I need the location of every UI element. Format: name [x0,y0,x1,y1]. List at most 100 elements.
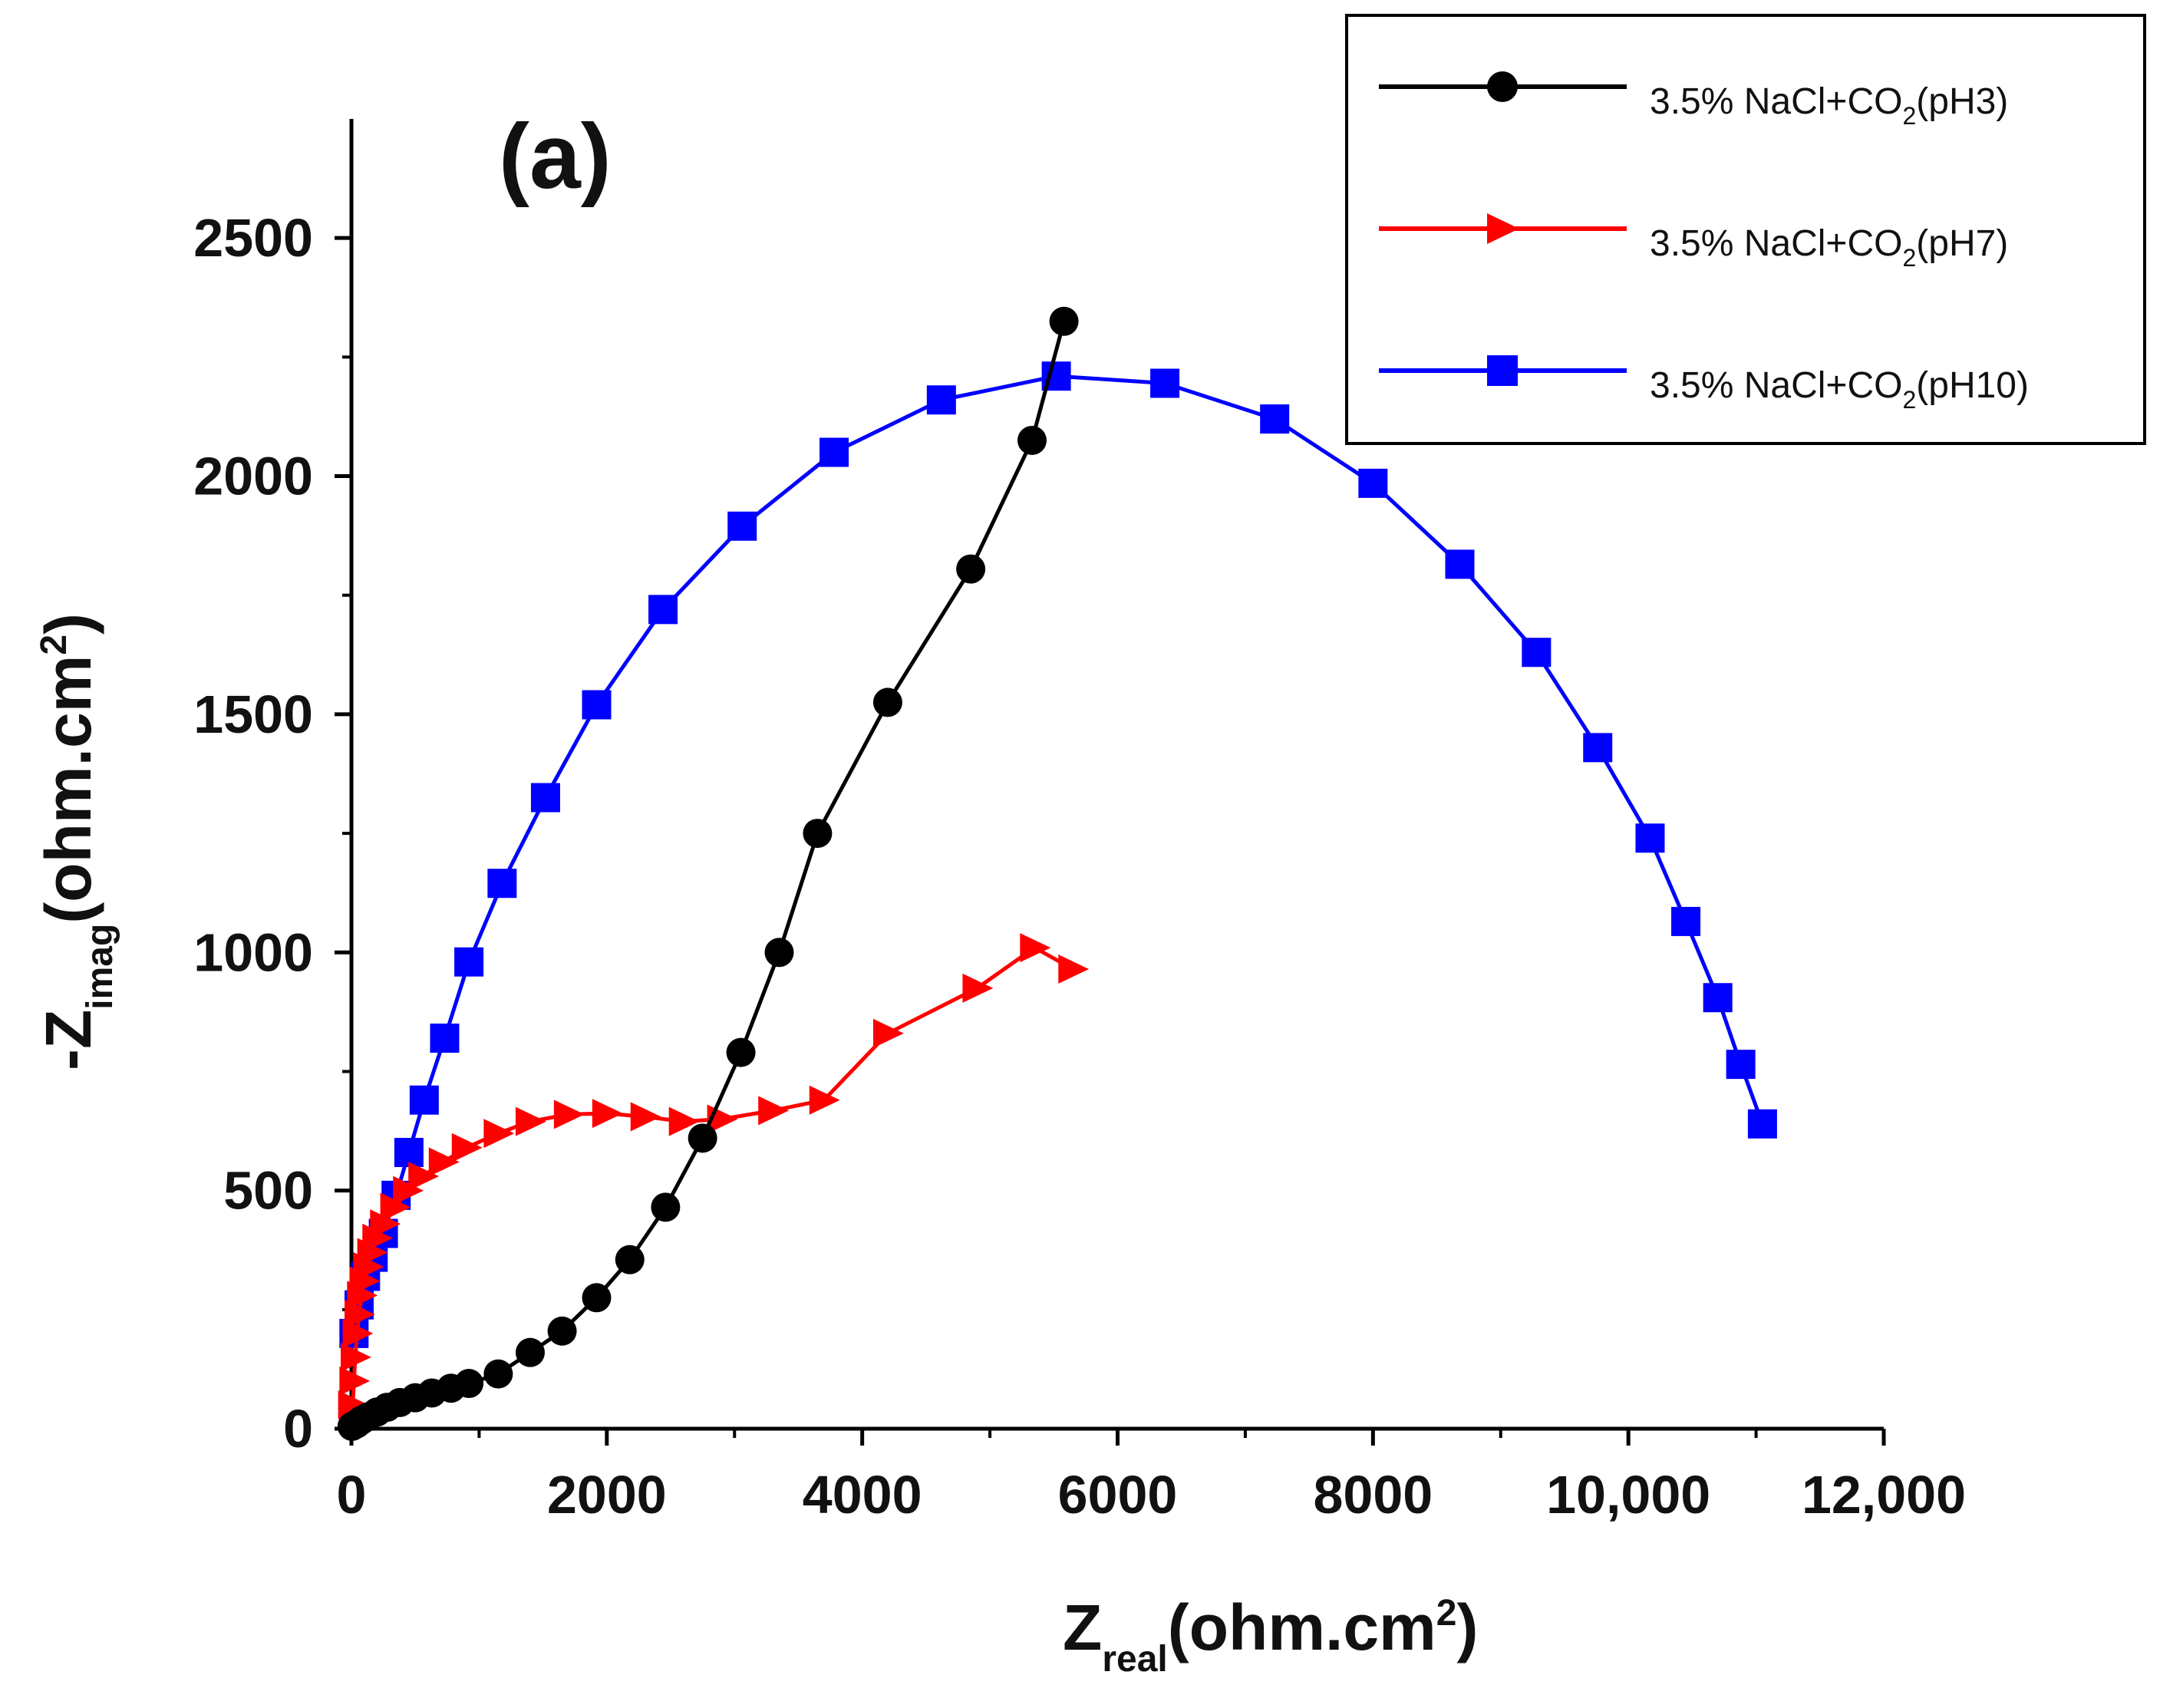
series-square [339,361,1777,1348]
y-axis-title-sub: imag [80,924,120,1010]
data-point [408,1162,440,1192]
y-tick-label: 1000 [193,922,313,982]
y-axis-title: -Zimag(ohm.cm2) [32,613,120,1070]
data-point [1260,404,1290,434]
x-axis-title: Zreal(ohm.cm2) [1063,1591,1478,1680]
x-tick-label: 4000 [803,1465,922,1525]
data-point [1020,933,1051,963]
data-point [1703,983,1733,1013]
y-axis-title-sup: 2 [34,635,74,655]
series-line [351,374,1765,1334]
y-tick-label: 0 [283,1399,313,1459]
data-point [451,1133,483,1162]
legend-marker [1487,355,1518,386]
legend-item: 3.5% NaCl+CO2(pH7) [1379,213,2008,272]
ticks: 0 2000 4000 6000 8000 10,000 12,000 0 500 1000 150… [193,208,1966,1525]
x-axis-title-main: Z [1063,1591,1102,1663]
data-point [651,1192,681,1222]
data-point [1583,733,1613,763]
legend-label: 3.5% NaCl+CO2(pH3) [1650,81,2008,130]
legend-label: 3.5% NaCl+CO2(pH10) [1650,365,2029,414]
x-axis-title-sup: 2 [1436,1593,1457,1634]
data-point [582,690,612,720]
series-line [351,945,1074,1406]
data-point [630,1102,661,1132]
x-tick-label: 10,000 [1546,1465,1710,1525]
data-point [1522,638,1552,668]
data-point [1358,468,1388,498]
legend-label: 3.5% NaCl+CO2(pH7) [1650,223,2008,272]
data-point [1671,906,1701,936]
x-axis-title-unit: (ohm.cm [1168,1591,1436,1663]
data-point [592,1099,623,1129]
data-point [648,595,678,625]
data-point [380,1192,411,1222]
data-point [338,1390,369,1419]
x-axis-title-sub: real [1102,1639,1167,1680]
data-point [582,1283,612,1313]
x-tick-label: 2000 [547,1465,667,1525]
data-point [340,1342,371,1372]
x-tick-label: 6000 [1058,1465,1178,1525]
data-point [483,1119,515,1149]
data-point [1635,823,1665,853]
data-point [487,869,517,899]
data-point [1445,549,1475,579]
series-triangle-right [338,933,1090,1419]
data-point [809,1085,840,1115]
y-tick-label: 500 [223,1161,313,1221]
data-point [819,437,849,467]
data-point [1017,425,1047,455]
data-point [956,554,986,584]
data-point [454,1369,484,1399]
data-point [553,1100,585,1129]
data-point [668,1106,700,1136]
data-point [872,1018,904,1048]
data-point [1150,368,1180,398]
panel-label: (a) [499,105,612,208]
data-point [362,1223,394,1253]
data-point [764,938,794,968]
y-tick-label: 1500 [193,684,313,744]
data-point [872,687,902,717]
legend-marker [1487,213,1519,244]
series-circle [337,306,1079,1441]
data-point [339,1366,371,1396]
y-tick-label: 2000 [193,447,313,506]
data-point [454,947,484,977]
data-point [1058,954,1090,984]
x-axis-title-close: ) [1456,1591,1478,1663]
data-point [515,1337,545,1367]
data-point [409,1085,439,1115]
x-tick-label: 12,000 [1802,1465,1966,1525]
data-point [926,385,956,415]
series-line [351,321,1067,1429]
data-point [430,1024,460,1053]
data-point [688,1123,717,1153]
data-point [1049,306,1079,336]
data-point [530,783,560,813]
data-point [758,1096,790,1126]
data-point [803,819,833,849]
x-tick-label: 0 [337,1465,367,1525]
data-point [547,1316,577,1346]
data-point [727,511,757,541]
x-tick-label: 8000 [1313,1465,1433,1525]
series-layer [337,306,1777,1441]
data-point [1726,1050,1756,1080]
data-point [370,1209,401,1239]
data-point [726,1037,756,1067]
data-point [962,973,994,1003]
legend-marker [1487,71,1518,102]
data-point [393,1175,424,1205]
data-point [1747,1109,1777,1139]
legend-item: 3.5% NaCl+CO2(pH10) [1379,355,2029,414]
y-axis-title-main: -Z [32,1010,104,1070]
y-tick-label: 2500 [193,208,313,268]
data-point [428,1147,460,1177]
legend-item: 3.5% NaCl+CO2(pH3) [1379,71,2008,130]
legend: 3.5% NaCl+CO2(pH3) 3.5% NaCl+CO2(pH7) 3.5%… [1345,14,2146,445]
y-axis-title-unit: (ohm.cm [32,655,104,924]
data-point [615,1245,645,1274]
